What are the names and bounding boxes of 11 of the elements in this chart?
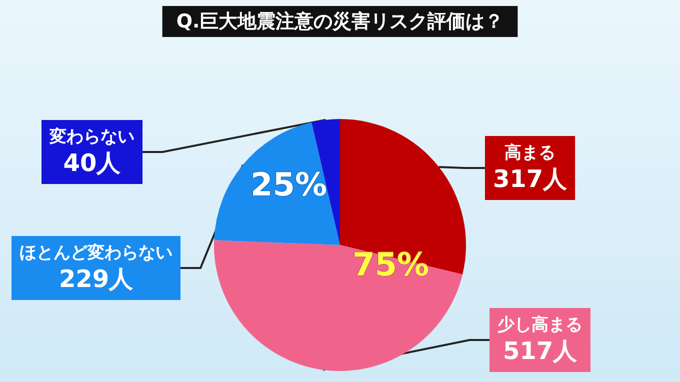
data-label: 317人: [492, 165, 568, 193]
data-label: 229人: [58, 265, 134, 293]
chart-title: Q.巨大地震注意の災害リスク評価は？: [176, 10, 504, 32]
text: 25%: [250, 166, 328, 204]
data-label: 517人: [502, 337, 578, 365]
slice-label: ほとんど変わらない: [20, 243, 172, 263]
slice-label: 変わらない: [48, 127, 134, 147]
text: 75%: [352, 246, 430, 284]
slice-label: 高まる: [504, 143, 556, 163]
slice-label: 少し高まる: [498, 315, 582, 335]
data-label: 40人: [63, 149, 122, 177]
